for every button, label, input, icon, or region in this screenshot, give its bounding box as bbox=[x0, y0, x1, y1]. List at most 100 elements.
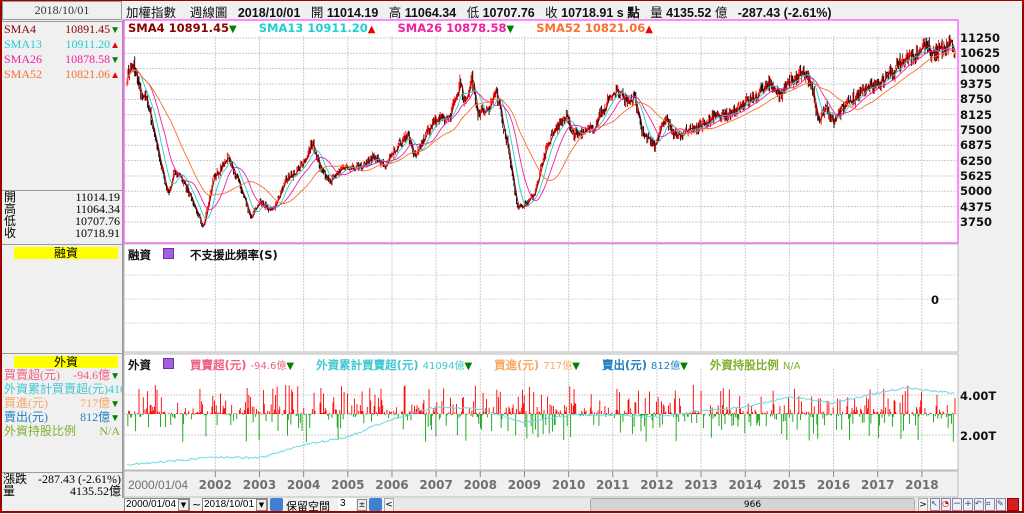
foreign-label: 外資持股比例 bbox=[4, 424, 77, 438]
foreign-label: 外資累計買賣超(元) bbox=[4, 382, 108, 396]
foreign-row: 買進(元) 717億▼ bbox=[2, 396, 122, 410]
alert-bell-icon[interactable] bbox=[1007, 498, 1019, 511]
sma-name: SMA13 bbox=[4, 37, 43, 51]
arrow-down-icon: ▼ bbox=[286, 361, 295, 372]
ohlc-label: 低 bbox=[4, 214, 17, 228]
foreign-label: 買賣超(元) bbox=[4, 368, 60, 382]
arrow-down-icon: ▼ bbox=[680, 361, 688, 372]
keep-space-value: 3 bbox=[340, 498, 346, 509]
keep-space-input[interactable]: 3 bbox=[338, 498, 356, 512]
symbol-title: 加權指數 bbox=[126, 6, 177, 20]
foreign-legend-item: 買進(元) 717億▼ bbox=[494, 358, 580, 372]
sma-values-panel: SMA4 10891.45▼ SMA13 10911.20▲ SMA26 10878.58… bbox=[2, 21, 122, 187]
close-label: 收 bbox=[545, 6, 558, 20]
x-label-year: 2011 bbox=[596, 478, 630, 492]
arrow-down-icon: ▼ bbox=[506, 24, 515, 35]
foreign-label: 賣出(元) bbox=[4, 410, 48, 424]
volume-unit: 億 bbox=[714, 6, 728, 20]
volume-label: 量 bbox=[650, 6, 663, 20]
sma13-line bbox=[126, 45, 956, 220]
x-label-year: 2013 bbox=[684, 478, 718, 492]
arrow-down-icon: ▼ bbox=[110, 413, 120, 424]
sma-name: SMA26 bbox=[4, 52, 43, 66]
zoom-in-icon[interactable]: + bbox=[963, 498, 973, 511]
foreign-legend: 買賣超(元) -94.6億▼ 外資累計買賣超(元) 41094億▼ 買進(元) 71… bbox=[190, 357, 801, 373]
arrow-down-icon: ▼ bbox=[110, 399, 120, 410]
volume-label: 量 bbox=[3, 484, 16, 498]
foreign-label: 買進(元) bbox=[4, 396, 48, 410]
foreign-value: N/A bbox=[99, 424, 120, 438]
arrow-up-icon: ▲ bbox=[110, 40, 120, 51]
scroll-right-button[interactable]: > bbox=[918, 498, 928, 512]
price-tick: 8125 bbox=[960, 107, 993, 122]
low-label: 低 bbox=[466, 6, 480, 20]
arrow-down-icon: ▼ bbox=[572, 361, 580, 372]
ohlc-value: 10707.76 bbox=[75, 214, 120, 228]
cumulative-net-buy-line bbox=[126, 387, 955, 466]
scroll-left-button[interactable]: < bbox=[384, 498, 394, 512]
x-label-year: 2009 bbox=[507, 478, 542, 492]
sma-value: 10891.45 bbox=[65, 22, 111, 36]
x-label-year: 2003 bbox=[242, 478, 277, 492]
foreign-row: 賣出(元) 812億▼ bbox=[2, 410, 122, 424]
list-icon[interactable] bbox=[163, 358, 174, 369]
x-label-year: 2012 bbox=[640, 478, 674, 492]
draw-icon[interactable]: ✎ bbox=[996, 498, 1006, 511]
price-tick: 4375 bbox=[960, 199, 993, 214]
price-tick: 5000 bbox=[960, 184, 993, 199]
date-header: 2018/10/01 bbox=[2, 1, 122, 20]
price-tick: 6875 bbox=[960, 138, 993, 153]
cursor-icon[interactable]: ↖ bbox=[930, 498, 940, 511]
summary-panel: 漲跌 -287.43 (-2.61%) 量 4135.52億 bbox=[2, 472, 122, 498]
ohlc-value: 10718.91 bbox=[75, 226, 120, 240]
low-value: 10707.76 bbox=[482, 6, 535, 20]
sma-row: SMA26 10878.58▼ bbox=[2, 52, 122, 67]
start-date: 2000/01/04 bbox=[126, 499, 177, 510]
list-icon[interactable] bbox=[163, 248, 174, 259]
margin-chart-area bbox=[123, 243, 959, 353]
apply-space-icon[interactable] bbox=[369, 498, 382, 511]
sma-value: 10878.58 bbox=[65, 52, 111, 66]
price-tick: 7500 bbox=[960, 122, 993, 137]
clock-icon[interactable]: ◔ bbox=[941, 498, 951, 511]
ohlc-value: 11064.34 bbox=[75, 202, 120, 216]
start-date-dropdown[interactable]: ▼ bbox=[178, 499, 189, 511]
high-label: 高 bbox=[388, 6, 402, 20]
price-tick: 10625 bbox=[960, 46, 1001, 61]
keep-space-stepper[interactable]: ± bbox=[357, 499, 367, 511]
arrow-up-icon: ▲ bbox=[367, 24, 376, 35]
foreign-legend-item: 外資持股比例 N/A bbox=[709, 358, 801, 372]
sma-name: SMA52 bbox=[4, 67, 43, 81]
sma-legend-item: SMA4 10891.45▼ bbox=[128, 21, 237, 35]
sma-legend: SMA4 10891.45▼ SMA13 10911.20▲ SMA26 10878… bbox=[128, 21, 653, 35]
sma-row: SMA52 10821.06▲ bbox=[2, 67, 122, 82]
foreign-value: -94.6億 bbox=[73, 368, 111, 382]
panel-divider bbox=[122, 20, 124, 498]
zoom-out-icon[interactable]: − bbox=[952, 498, 962, 511]
fit-icon[interactable]: ⌗ bbox=[985, 498, 995, 511]
foreign-value: 812億 bbox=[80, 410, 111, 424]
scrollbar-thumb[interactable]: 966 bbox=[590, 498, 915, 512]
arrow-down-icon: ▼ bbox=[229, 24, 237, 35]
change-value: -287.43 (-2.61%) bbox=[737, 6, 832, 20]
foreign-legend-item: 買賣超(元) -94.6億▼ bbox=[190, 358, 295, 372]
scroll-value: 966 bbox=[743, 500, 762, 510]
x-label-year: 2002 bbox=[198, 478, 233, 492]
arrow-up-icon: ▲ bbox=[645, 24, 653, 35]
x-label-year: 2006 bbox=[375, 478, 409, 492]
undo-icon[interactable]: ↶ bbox=[974, 498, 984, 511]
price-tick: 8750 bbox=[960, 92, 993, 107]
ohlc-panel: 開 11014.19 高 11064.34 低 10707.76 收 10718.91 bbox=[2, 190, 122, 242]
x-label-year: 2017 bbox=[861, 478, 895, 492]
foreign-tick-4T: 4.00T bbox=[960, 389, 997, 403]
foreign-row: 外資持股比例 N/A bbox=[2, 424, 122, 438]
foreign-panel-label: 外資 bbox=[128, 358, 151, 372]
foreign-tick-2T: 2.00T bbox=[960, 429, 997, 443]
x-label-year: 2005 bbox=[331, 478, 365, 492]
horizontal-scrollbar[interactable]: 966 bbox=[395, 498, 917, 512]
change-value: -287.43 (-2.61%) bbox=[38, 472, 121, 486]
apply-range-icon[interactable] bbox=[270, 498, 283, 511]
end-date-dropdown[interactable]: ▼ bbox=[256, 499, 267, 511]
foreign-legend-item: 外資累計買賣超(元) 41094億▼ bbox=[316, 358, 473, 372]
